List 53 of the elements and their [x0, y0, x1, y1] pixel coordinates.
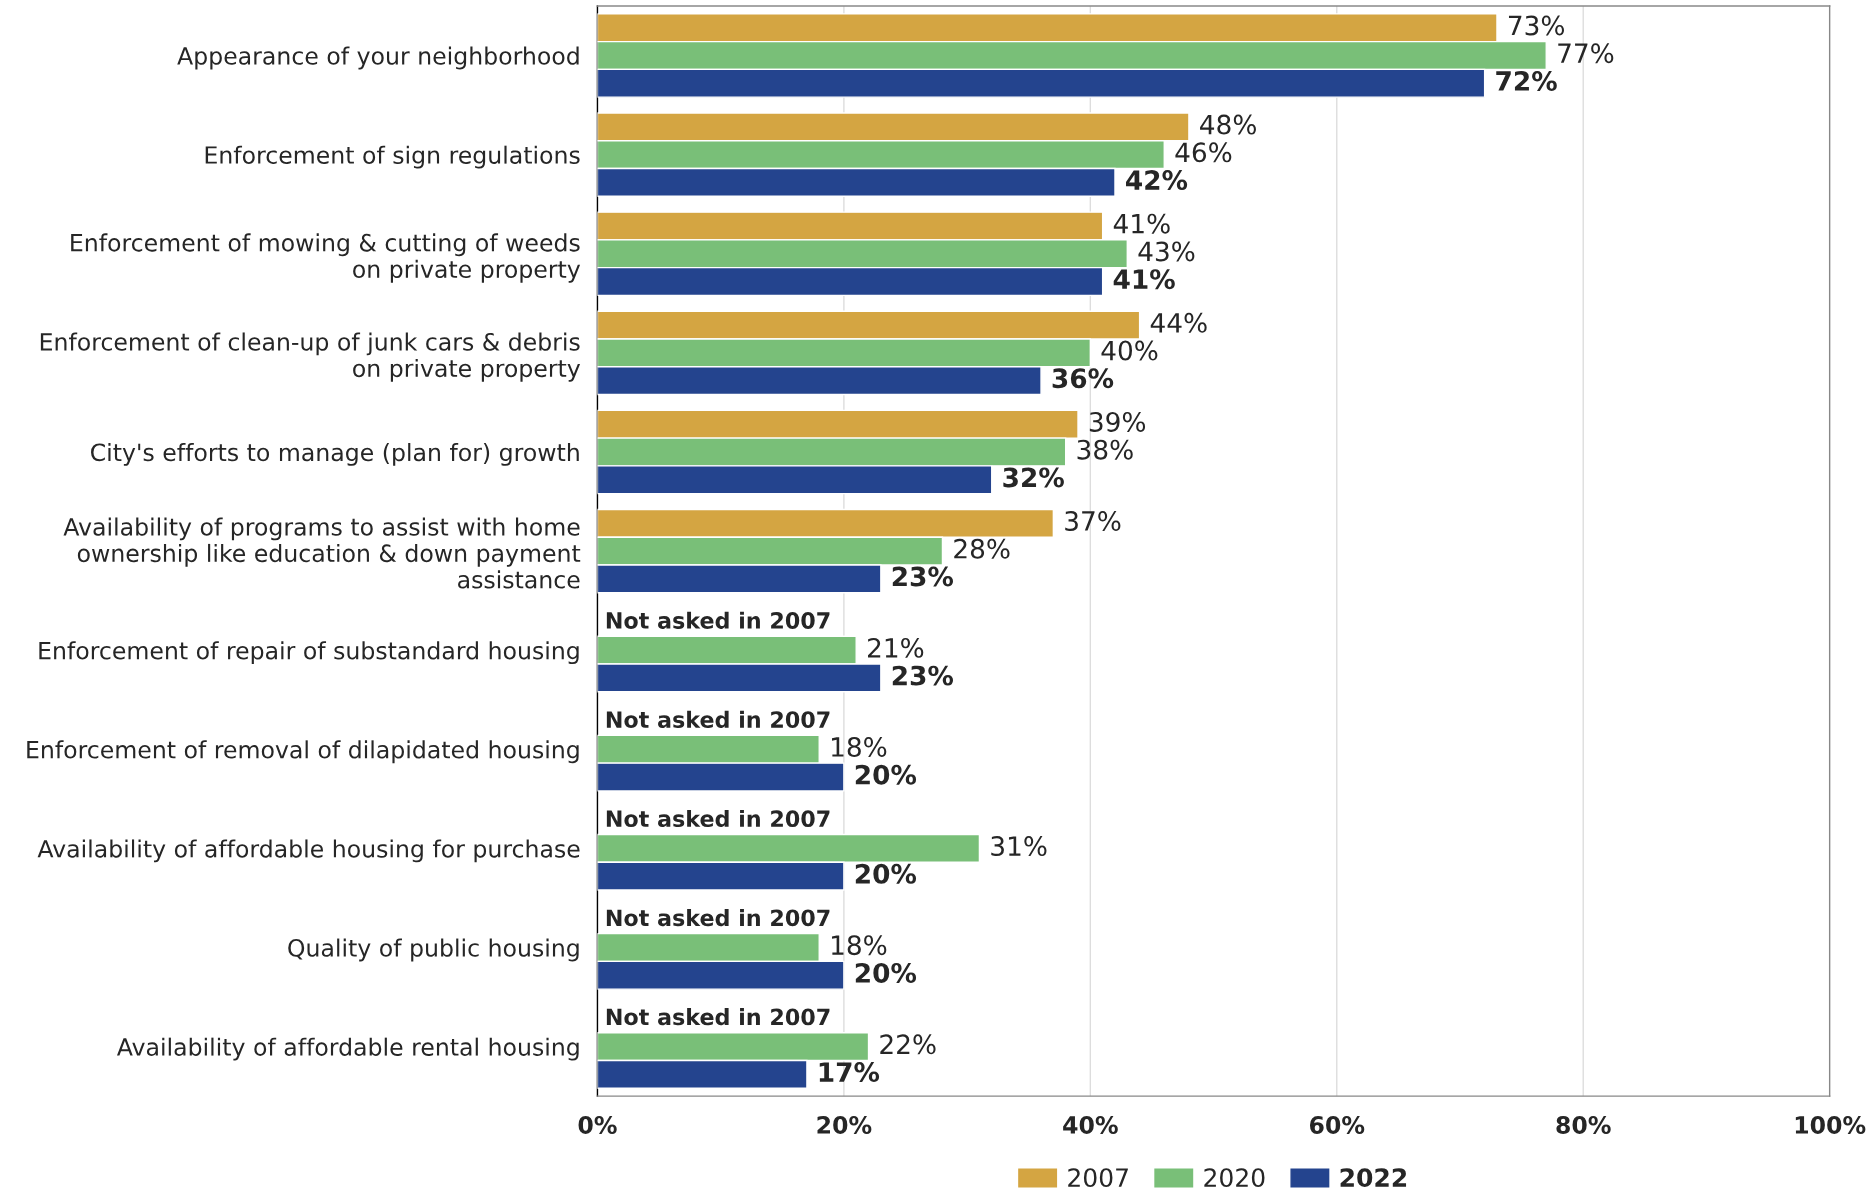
data-label: 44%	[1150, 312, 1207, 333]
annotation: Not asked in 2007	[606, 909, 830, 927]
y-tick-label: City's efforts to manage (plan for) growth	[91, 443, 579, 466]
data-label: 36%	[1052, 368, 1114, 389]
annotation: Not asked in 2007	[606, 611, 830, 629]
data-label: 46%	[1175, 142, 1232, 163]
data-label: 18%	[832, 736, 887, 757]
data-label: 17%	[819, 1062, 880, 1083]
x-tick-label: 80%	[1556, 1116, 1611, 1134]
data-label: 32%	[1003, 467, 1064, 488]
data-label: 20%	[855, 863, 917, 884]
y-tick-label: Enforcement of clean-up of junk cars & debris on private property	[40, 332, 581, 382]
data-label: 73%	[1508, 15, 1565, 36]
y-tick-label: Enforcement of removal of dilapidated housing	[27, 740, 579, 764]
y-tick-label: Availability of programs to assist with home ownership like education & down payment assistance	[63, 517, 581, 589]
data-label: 37%	[1065, 511, 1121, 531]
data-label: 77%	[1558, 43, 1614, 64]
data-label: 23%	[892, 566, 954, 587]
x-tick-label: 60%	[1309, 1116, 1365, 1134]
legend-label: 2020	[1204, 1168, 1265, 1188]
data-label: 42%	[1126, 170, 1188, 191]
y-tick-label: Availability of affordable housing for purchase	[37, 839, 580, 863]
x-tick-label: 0%	[578, 1116, 617, 1134]
annotation: Not asked in 2007	[606, 809, 830, 828]
data-label: 21%	[868, 637, 924, 658]
annotation: Not asked in 2007	[606, 710, 830, 728]
y-tick-label: Appearance of your neighborhood	[177, 46, 579, 70]
data-label: 41%	[1113, 269, 1175, 290]
y-tick-label: Enforcement of mowing & cutting of weeds on private property	[71, 233, 581, 283]
data-label: 40%	[1101, 340, 1158, 361]
y-tick-label: Availability of affordable rental housing	[116, 1037, 579, 1061]
data-label: 20%	[855, 962, 917, 983]
data-label: 38%	[1077, 439, 1133, 460]
legend-label: 2022	[1340, 1168, 1407, 1188]
data-label: 41%	[1113, 213, 1170, 234]
x-tick-label: 40%	[1063, 1116, 1118, 1134]
data-label: 39%	[1089, 411, 1146, 432]
data-label: 48%	[1200, 114, 1256, 135]
legend-label: 2007	[1068, 1168, 1128, 1188]
x-tick-label: 20%	[817, 1116, 872, 1134]
y-tick-label: Quality of public housing	[288, 938, 579, 962]
data-label: 43%	[1138, 241, 1195, 262]
data-label: 72%	[1496, 70, 1557, 91]
data-label: 22%	[880, 1034, 936, 1055]
x-tick-label: 100%	[1795, 1116, 1866, 1134]
data-label: 28%	[954, 538, 1010, 559]
annotation: Not asked in 2007	[606, 1008, 830, 1026]
data-label: 18%	[832, 935, 887, 956]
data-label: 23%	[892, 665, 954, 686]
y-tick-label: Enforcement of sign regulations	[205, 145, 580, 169]
data-label: 31%	[991, 836, 1047, 857]
y-tick-label: Enforcement of repair of substandard housing	[39, 641, 579, 665]
data-label: 20%	[855, 764, 917, 785]
